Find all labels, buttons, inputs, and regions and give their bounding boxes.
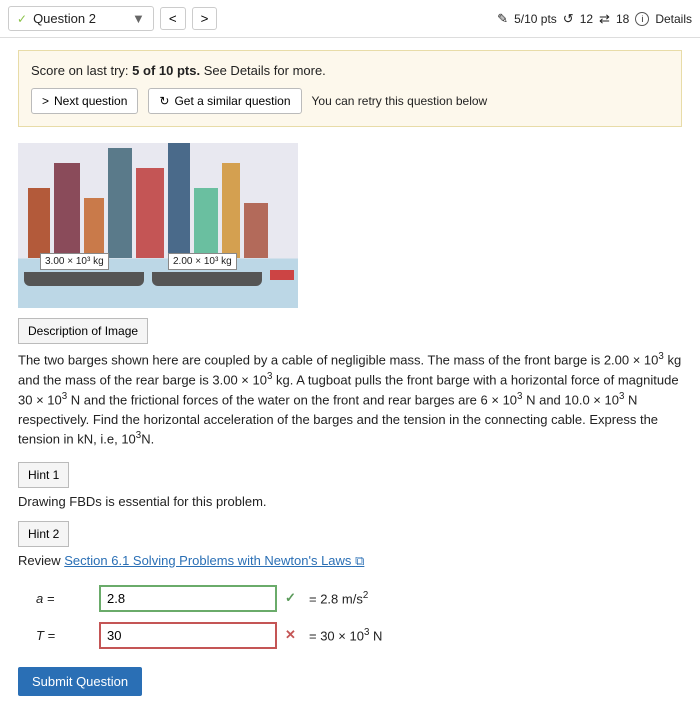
attempt-total: 18	[616, 12, 629, 26]
answer-input-t[interactable]	[99, 622, 277, 649]
points-area: ✎ 5/10 pts ↺ 12 ⇄ 18 i Details	[497, 11, 692, 27]
hint2-text: Review Section 6.1 Solving Problems with…	[18, 553, 682, 569]
content-area: Score on last try: 5 of 10 pts. See Deta…	[0, 38, 700, 708]
external-link-icon: ⧉	[355, 553, 364, 568]
hint1-button[interactable]: Hint 1	[18, 462, 69, 488]
next-question-btn[interactable]: > Next question	[31, 88, 138, 114]
info-icon[interactable]: i	[635, 12, 649, 26]
retries-count: 12	[580, 12, 593, 26]
answer-label-t: T =	[36, 628, 91, 643]
next-question-button[interactable]: >	[192, 7, 218, 30]
score-line: Score on last try: 5 of 10 pts. See Deta…	[31, 63, 669, 78]
problem-illustration: 3.00 × 10³ kg 2.00 × 10³ kg	[18, 143, 298, 308]
swap-icon: ⇄	[599, 11, 610, 27]
score-text: 5/10 pts	[514, 12, 557, 26]
hint2-button[interactable]: Hint 2	[18, 521, 69, 547]
caret-down-icon: ▼	[132, 11, 145, 26]
retry-text: You can retry this question below	[312, 94, 488, 108]
answers-list: a = ✓ = 2.8 m/s2 T = ✕ = 30 × 103 N	[36, 585, 682, 649]
answer-input-a[interactable]	[99, 585, 277, 612]
similar-question-btn[interactable]: ↻ Get a similar question	[148, 88, 301, 114]
answer-label-a: a =	[36, 591, 91, 606]
top-bar: ✓ Question 2 ▼ < > ✎ 5/10 pts ↺ 12 ⇄ 18 …	[0, 0, 700, 38]
section-link[interactable]: Section 6.1 Solving Problems with Newton…	[64, 553, 364, 568]
hint1-text: Drawing FBDs is essential for this probl…	[18, 494, 682, 509]
partial-check-icon: ✓	[17, 12, 27, 26]
answer-row-t: T = ✕ = 30 × 103 N	[36, 622, 682, 649]
refresh-icon: ↻	[159, 94, 169, 108]
rear-barge-label: 3.00 × 10³ kg	[40, 253, 109, 270]
answer-row-a: a = ✓ = 2.8 m/s2	[36, 585, 682, 612]
undo-icon: ↺	[563, 11, 574, 27]
front-barge	[152, 272, 262, 286]
tugboat	[270, 270, 294, 280]
edit-icon: ✎	[497, 11, 508, 27]
front-barge-label: 2.00 × 10³ kg	[168, 253, 237, 270]
submit-button[interactable]: Submit Question	[18, 667, 142, 696]
prev-question-button[interactable]: <	[160, 7, 186, 30]
question-label: Question 2	[33, 11, 96, 26]
score-box: Score on last try: 5 of 10 pts. See Deta…	[18, 50, 682, 127]
answer-result-t: = 30 × 103 N	[309, 627, 382, 643]
rear-barge	[24, 272, 144, 286]
problem-text: The two barges shown here are coupled by…	[18, 350, 682, 450]
question-selector[interactable]: ✓ Question 2 ▼	[8, 6, 154, 31]
details-link[interactable]: Details	[655, 12, 692, 26]
answer-result-a: = 2.8 m/s2	[309, 590, 368, 606]
check-icon: ✓	[285, 590, 301, 606]
cross-icon: ✕	[285, 627, 301, 643]
chevron-right-icon: >	[42, 94, 49, 108]
description-button[interactable]: Description of Image	[18, 318, 148, 344]
